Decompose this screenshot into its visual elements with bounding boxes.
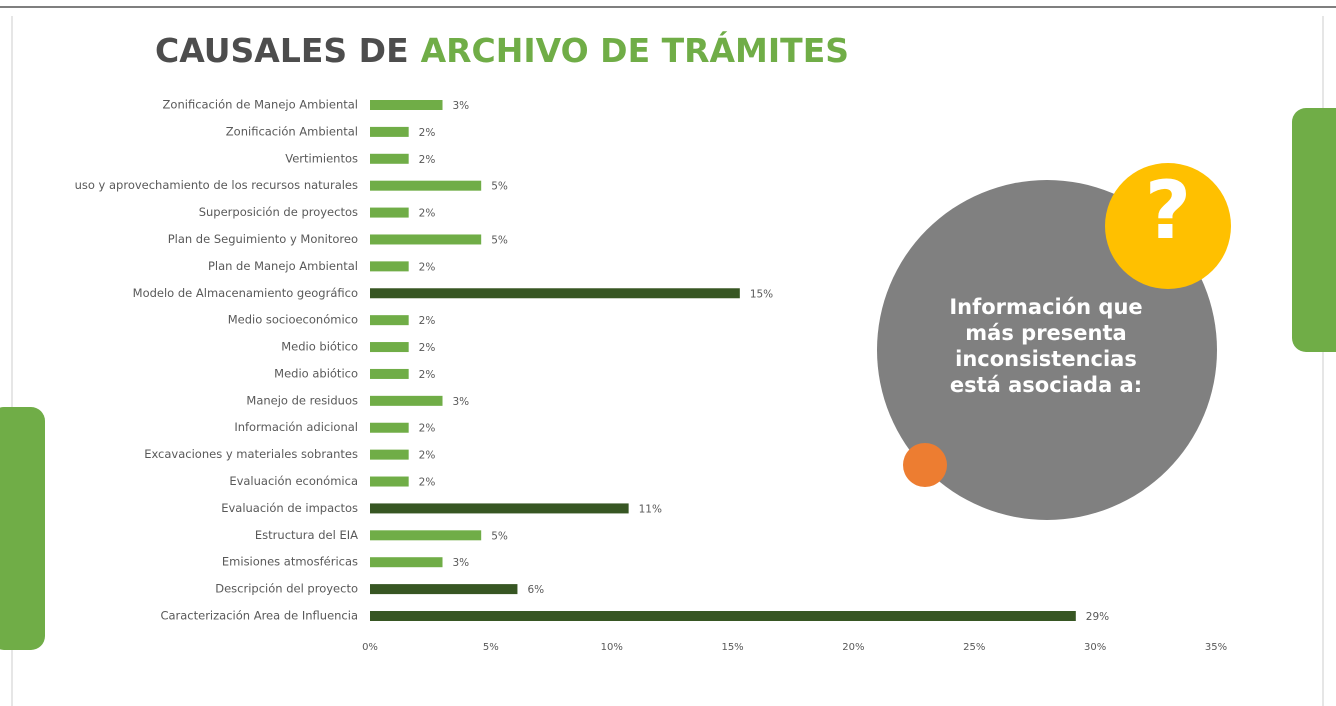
value-label: 2% (419, 369, 436, 381)
bar (370, 422, 409, 433)
y-tick-label: Medio abiótico (274, 366, 358, 380)
y-tick-label: Modelo de Almacenamiento geográfico (133, 286, 358, 300)
y-tick-label: Medio biótico (281, 340, 358, 354)
y-tick-label: Información adicional (234, 420, 358, 434)
callout-line: inconsistencias (955, 347, 1137, 371)
y-tick-label: Superposición de proyectos (199, 205, 358, 219)
y-tick-label: Caracterización Area de Influencia (160, 609, 358, 623)
left-tab (0, 407, 45, 650)
value-label: 29% (1086, 611, 1109, 623)
value-label: 3% (453, 396, 470, 408)
bar (370, 557, 443, 568)
value-label: 2% (419, 450, 436, 462)
bar (370, 261, 409, 272)
value-label: 5% (491, 181, 508, 193)
y-tick-label: Plan de Manejo Ambiental (208, 259, 358, 273)
bar (370, 126, 409, 137)
question-icon: ? (1145, 164, 1191, 257)
bar (370, 153, 409, 164)
x-tick-label: 15% (721, 642, 743, 653)
plot: 0% 5% 10% 15% 20% 25% 30% 35% Zonificación de Ma… (75, 98, 1228, 654)
value-label: 2% (419, 423, 436, 435)
x-tick-label: 30% (1084, 642, 1106, 653)
y-tick-label: Zonificación de Manejo Ambiental (163, 98, 358, 112)
value-label: 5% (491, 234, 508, 246)
x-tick-label: 5% (483, 642, 499, 653)
value-label: 2% (419, 127, 436, 139)
bar (370, 503, 629, 514)
callout-line: está asociada a: (950, 373, 1142, 397)
y-tick-label: Emisiones atmosféricas (222, 555, 358, 569)
bar (370, 342, 409, 353)
value-label: 2% (419, 477, 436, 489)
title-part: CAUSALES DE (155, 31, 409, 70)
value-label: 5% (491, 530, 508, 542)
x-tick-label: 35% (1205, 642, 1227, 653)
title-highlight: ARCHIVO DE TRÁMITES (421, 30, 849, 70)
x-tick-label: 25% (963, 642, 985, 653)
bar (370, 395, 443, 406)
y-tick-label: Evaluación económica (229, 474, 358, 488)
y-tick-label: Estructura del EIA (255, 528, 358, 542)
bar (370, 315, 409, 326)
y-tick-label: Plan de Seguimiento y Monitoreo (168, 232, 358, 246)
orange-dot (903, 443, 947, 487)
chart-title: CAUSALES DE ARCHIVO DE TRÁMITES (155, 30, 849, 70)
y-tick-label: uso y aprovechamiento de los recursos na… (75, 178, 358, 192)
value-label: 15% (750, 288, 773, 300)
bar (370, 449, 409, 460)
x-tick-label: 10% (601, 642, 623, 653)
bar (370, 611, 1076, 621)
y-tick-label: Vertimientos (285, 151, 358, 165)
bar (370, 207, 409, 218)
icon-circle (1105, 163, 1231, 289)
y-tick-label: Descripción del proyecto (215, 582, 358, 596)
y-tick-label: Evaluación de impactos (221, 501, 358, 515)
bar (370, 584, 518, 595)
bar (370, 530, 482, 541)
callout-line: Información que (949, 295, 1142, 319)
x-tick-label: 0% (362, 642, 378, 653)
bar (370, 234, 482, 245)
x-tick-label: 20% (842, 642, 864, 653)
bar (370, 476, 409, 487)
value-label: 2% (419, 315, 436, 327)
value-label: 2% (419, 342, 436, 354)
y-tick-label: Excavaciones y materiales sobrantes (144, 447, 358, 461)
callout-line: más presenta (965, 321, 1126, 345)
bar (370, 288, 740, 299)
value-label: 2% (419, 261, 436, 273)
y-tick-label: Medio socioeconómico (228, 313, 358, 327)
value-label: 6% (527, 584, 544, 596)
value-label: 11% (639, 503, 662, 515)
bar (370, 180, 482, 191)
bar (370, 100, 443, 110)
value-label: 3% (453, 557, 470, 569)
y-tick-label: Zonificación Ambiental (226, 124, 358, 138)
value-label: 2% (419, 208, 436, 220)
right-tab (1292, 108, 1336, 352)
value-label: 2% (419, 154, 436, 166)
value-label: 3% (453, 100, 470, 112)
bar (370, 368, 409, 379)
y-tick-label: Manejo de residuos (246, 393, 358, 407)
